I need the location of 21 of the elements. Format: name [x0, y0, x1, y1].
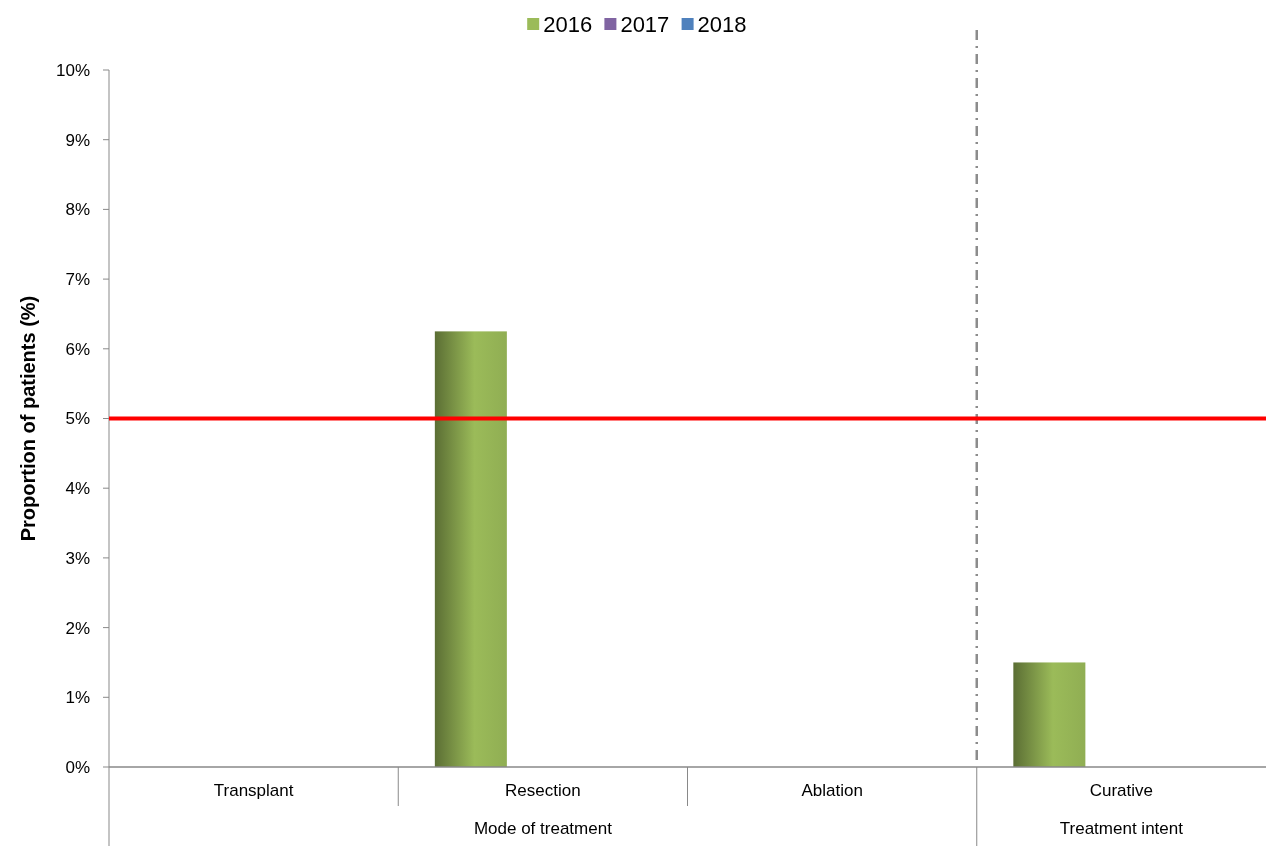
x-tick-label: Ablation	[801, 781, 863, 800]
y-tick-label: 6%	[65, 339, 90, 359]
y-tick-label: 5%	[65, 409, 90, 429]
x-tick-label: Resection	[505, 781, 581, 800]
legend-label: 2016	[543, 12, 593, 37]
text: Mode of treatment	[473, 819, 613, 838]
y-tick-label: 2%	[65, 618, 90, 638]
y-tick-label: 1%	[65, 688, 90, 708]
y-axis-title: Proportion of patients (%)	[17, 295, 39, 542]
x-tick-label: Transplant	[213, 781, 294, 800]
legend-label: 2017	[620, 12, 670, 37]
y-tick-label: 8%	[65, 200, 90, 220]
y-tick-label: 0%	[65, 757, 90, 777]
y-tick-label: 4%	[65, 479, 90, 499]
y-tick-label: 3%	[65, 548, 90, 568]
legend-label: 2018	[697, 12, 747, 37]
y-tick-label: 9%	[65, 130, 90, 150]
y-tick-label: 7%	[65, 270, 90, 290]
x-tick-label: Curative	[1089, 781, 1154, 800]
y-tick-label: 10%	[55, 60, 90, 80]
text: Treatment intent	[1059, 819, 1184, 838]
